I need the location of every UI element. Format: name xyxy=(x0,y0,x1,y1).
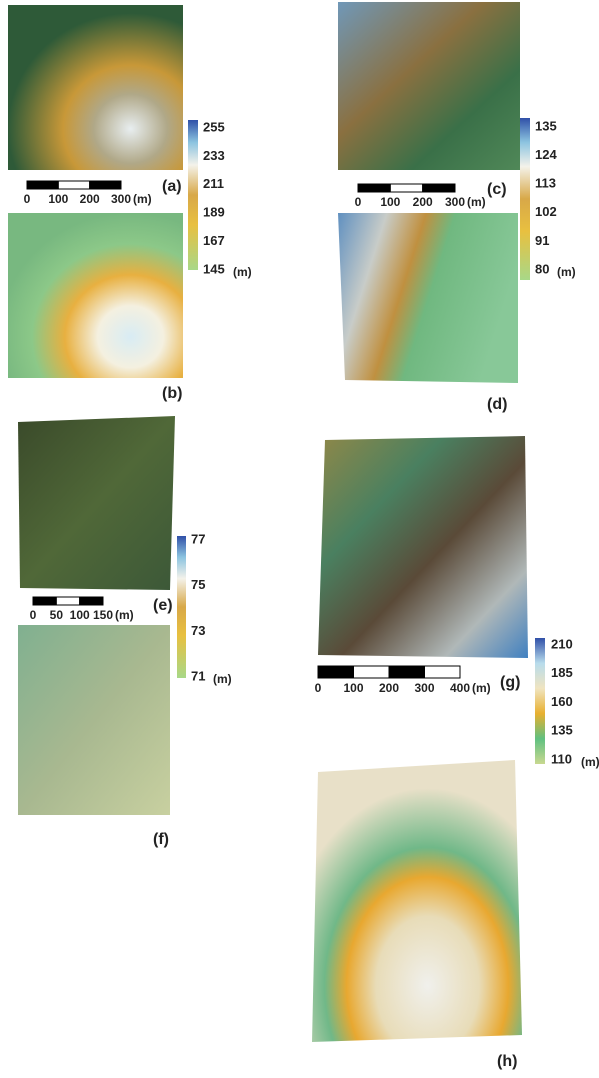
panel-g-image xyxy=(318,436,528,658)
scale-bar-segment xyxy=(80,597,103,605)
scale-bar-label: 100 xyxy=(48,192,68,206)
scale-bar-segment xyxy=(90,181,121,189)
colorbar-tick-label: 71 xyxy=(191,668,205,683)
colorbar-tick-label: 210 xyxy=(551,636,573,651)
colorbar-tick-label: 233 xyxy=(203,148,225,163)
scale-bar-label: 0 xyxy=(355,195,362,209)
panel-label: (b) xyxy=(162,385,182,402)
scale-bar-label: 0 xyxy=(315,681,322,695)
colorbar-tick-label: 102 xyxy=(535,204,557,219)
scale-bar-label: 300 xyxy=(111,192,131,206)
colorbar-tick-label: 113 xyxy=(535,176,556,191)
panel-label: (e) xyxy=(153,597,173,614)
colorbar-tick-label: 80 xyxy=(535,261,549,276)
colorbar-unit: (m) xyxy=(581,755,599,769)
scale-bar-label: 200 xyxy=(379,681,399,695)
colorbar xyxy=(177,536,186,678)
scale-bar-unit: (m) xyxy=(472,681,491,695)
colorbar-tick-label: 211 xyxy=(203,176,224,191)
figure: (a) (b) (c) (d) (e) (f) (g) (h) 255 233 211 189 167 1… xyxy=(0,0,599,1078)
colorbar-tick-label: 91 xyxy=(535,233,549,248)
panel-e-image xyxy=(18,416,175,590)
panel-label: (a) xyxy=(162,178,182,195)
colorbar-tick-label: 189 xyxy=(203,205,225,220)
colorbar-tick-label: 135 xyxy=(535,118,557,133)
colorbar-tick-label: 75 xyxy=(191,577,205,592)
scale-bar-unit: (m) xyxy=(133,192,152,206)
panel-f-image xyxy=(18,625,170,815)
scale-bar-label: 100 xyxy=(70,608,90,622)
scale-bar-label: 300 xyxy=(414,681,434,695)
scale-bar-segment xyxy=(56,597,79,605)
scale-bar-segment xyxy=(358,184,390,192)
colorbar xyxy=(535,638,545,764)
scale-bar-label: 200 xyxy=(413,195,433,209)
colorbar-tick-label: 167 xyxy=(203,233,225,248)
colorbar-tick-label: 135 xyxy=(551,723,573,738)
panel-label: (c) xyxy=(487,181,507,198)
panel-a-image xyxy=(8,5,183,170)
colorbar-tick-label: 124 xyxy=(535,147,557,162)
panel-label: (f) xyxy=(153,831,169,848)
colorbar-unit: (m) xyxy=(233,265,252,279)
colorbar xyxy=(520,118,530,280)
scale-bar-segment xyxy=(58,181,89,189)
panel-h-image xyxy=(312,760,522,1042)
colorbar-tick-label: 145 xyxy=(203,261,225,276)
scale-bar-label: 0 xyxy=(24,192,31,206)
panel-label: (d) xyxy=(487,396,507,413)
scale-bar-label: 50 xyxy=(50,608,64,622)
scale-bar-unit: (m) xyxy=(467,195,486,209)
scale-bar-label: 200 xyxy=(80,192,100,206)
scale-bar-segment xyxy=(27,181,58,189)
colorbar-tick-label: 110 xyxy=(551,751,572,766)
colorbar-unit: (m) xyxy=(213,672,232,686)
panel-label: (g) xyxy=(500,674,520,691)
scale-bar-segment xyxy=(423,184,455,192)
scale-bar-unit: (m) xyxy=(115,608,134,622)
colorbar-unit: (m) xyxy=(557,265,576,279)
panel-b-image xyxy=(8,213,183,378)
scale-bar-segment xyxy=(354,666,390,678)
colorbar-tick-label: 255 xyxy=(203,119,225,134)
panel-label: (h) xyxy=(497,1053,517,1070)
scale-bar-segment xyxy=(318,666,354,678)
scale-bar-label: 0 xyxy=(30,608,37,622)
scale-bar-label: 100 xyxy=(343,681,363,695)
colorbar-tick-label: 160 xyxy=(551,694,573,709)
colorbar-tick-label: 73 xyxy=(191,623,205,638)
scale-bar-label: 100 xyxy=(380,195,400,209)
colorbar-tick-label: 77 xyxy=(191,531,205,546)
scale-bar-label: 400 xyxy=(450,681,470,695)
panel-images xyxy=(8,2,528,1042)
scale-bar-segment xyxy=(33,597,56,605)
scale-bar-label: 150 xyxy=(93,608,113,622)
scale-bar-segment xyxy=(390,184,422,192)
panel-d-image xyxy=(338,213,518,383)
scale-bar-segment xyxy=(389,666,425,678)
colorbar-tick-label: 185 xyxy=(551,665,573,680)
scale-bar-label: 300 xyxy=(445,195,465,209)
scale-bar-segment xyxy=(425,666,461,678)
colorbar xyxy=(188,120,198,270)
panel-c-image xyxy=(338,2,520,170)
